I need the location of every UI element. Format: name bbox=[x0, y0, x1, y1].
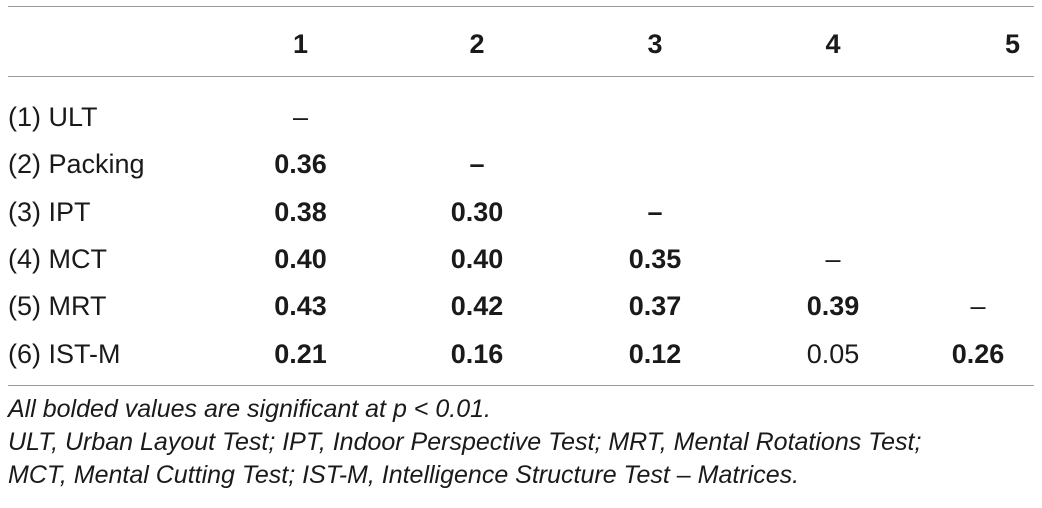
correlation-cell bbox=[744, 84, 922, 141]
correlation-cell bbox=[388, 84, 566, 141]
correlation-cell: 0.39 bbox=[806, 291, 860, 322]
correlation-cell bbox=[744, 141, 922, 188]
correlation-cell: 0.38 bbox=[274, 196, 327, 227]
column-header-5: 5 bbox=[1004, 28, 1020, 59]
correlation-cell: 0.37 bbox=[628, 291, 682, 322]
row-label: (1) ULT bbox=[8, 102, 98, 133]
correlation-cell: 0.35 bbox=[628, 244, 682, 275]
table-top-rule bbox=[8, 6, 1034, 7]
correlation-cell bbox=[566, 141, 744, 188]
table-row: (6) IST-M 0.21 0.16 0.12 0.05 0.26 bbox=[8, 330, 1034, 377]
correlation-cell bbox=[566, 84, 744, 141]
table-row: (3) IPT 0.38 0.30 – bbox=[8, 189, 1034, 236]
table-row: (5) MRT 0.43 0.42 0.37 0.39 – bbox=[8, 283, 1034, 330]
column-header-4: 4 bbox=[825, 28, 841, 59]
correlation-cell: 0.40 bbox=[274, 244, 327, 275]
correlation-cell: – bbox=[469, 149, 485, 180]
note-abbreviations-1: ULT, Urban Layout Test; IPT, Indoor Pers… bbox=[8, 428, 922, 456]
correlation-cell: 0.30 bbox=[450, 196, 504, 227]
correlation-cell: – bbox=[647, 196, 663, 227]
correlation-cell: 0.26 bbox=[951, 338, 1005, 369]
correlation-cell bbox=[744, 189, 922, 236]
correlation-cell: 0.36 bbox=[274, 149, 327, 180]
correlation-cell: – bbox=[825, 244, 841, 275]
correlation-cell: 0.05 bbox=[806, 338, 860, 369]
correlation-cell: 0.12 bbox=[628, 338, 682, 369]
correlation-cell: – bbox=[292, 102, 309, 133]
table-row: (2) Packing 0.36 – bbox=[8, 141, 1034, 188]
row-label: (4) MCT bbox=[8, 244, 107, 275]
correlation-cell: 0.42 bbox=[450, 291, 504, 322]
correlation-cell bbox=[922, 84, 1034, 141]
correlation-table: 1 2 3 4 5 (1) ULT – (2) Packing 0.36– (3) IP… bbox=[8, 0, 1034, 378]
row-label: (2) Packing bbox=[8, 149, 145, 180]
correlation-cell: – bbox=[970, 291, 986, 322]
row-label: (5) MRT bbox=[8, 291, 107, 322]
correlation-cell: 0.21 bbox=[274, 338, 327, 369]
correlation-cell bbox=[922, 141, 1034, 188]
table-bottom-rule bbox=[8, 385, 1034, 386]
table-row: (1) ULT – bbox=[8, 84, 1034, 141]
column-header-1: 1 bbox=[292, 28, 309, 59]
table-header-rule bbox=[8, 76, 1034, 77]
note-significance: All bolded values are significant at p <… bbox=[8, 395, 491, 423]
correlation-cell bbox=[922, 189, 1034, 236]
note-abbreviations-2: MCT, Mental Cutting Test; IST-M, Intelli… bbox=[8, 461, 800, 489]
table-header-row: 1 2 3 4 5 bbox=[8, 0, 1034, 84]
correlation-cell: 0.40 bbox=[450, 244, 504, 275]
row-label: (3) IPT bbox=[8, 196, 91, 227]
correlation-cell: 0.16 bbox=[450, 338, 504, 369]
column-header-3: 3 bbox=[647, 28, 663, 59]
row-label: (6) IST-M bbox=[8, 338, 121, 369]
table-notes: All bolded values are significant at p <… bbox=[8, 393, 1038, 492]
column-header-blank bbox=[8, 0, 213, 84]
table-row: (4) MCT 0.40 0.40 0.35 – bbox=[8, 236, 1034, 283]
correlation-cell: 0.43 bbox=[274, 291, 327, 322]
correlation-cell bbox=[922, 236, 1034, 283]
column-header-2: 2 bbox=[469, 28, 485, 59]
